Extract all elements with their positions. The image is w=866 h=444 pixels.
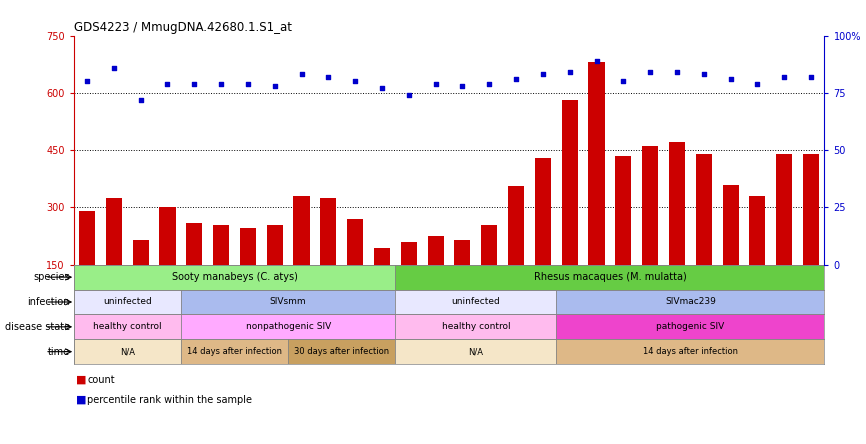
Bar <box>213 225 229 265</box>
Text: Rhesus macaques (M. mulatta): Rhesus macaques (M. mulatta) <box>533 272 686 282</box>
Point <box>187 80 201 87</box>
Text: ■: ■ <box>76 375 87 385</box>
Text: GDS4223 / MmugDNA.42680.1.S1_at: GDS4223 / MmugDNA.42680.1.S1_at <box>74 21 292 34</box>
Point <box>590 57 604 64</box>
Bar <box>294 196 309 265</box>
Bar <box>615 156 631 265</box>
Point <box>214 80 228 87</box>
Point <box>482 80 496 87</box>
Text: healthy control: healthy control <box>93 322 162 331</box>
Point <box>429 80 443 87</box>
Bar <box>508 186 524 265</box>
Bar <box>455 240 470 265</box>
Text: count: count <box>87 375 115 385</box>
Text: time: time <box>48 347 70 357</box>
Text: N/A: N/A <box>469 347 483 356</box>
Text: 14 days after infection: 14 days after infection <box>643 347 738 356</box>
Bar <box>181 314 396 339</box>
Point <box>805 73 818 80</box>
Point <box>670 69 684 76</box>
Point <box>697 71 711 78</box>
Point <box>348 78 362 85</box>
Bar <box>481 225 497 265</box>
Text: 14 days after infection: 14 days after infection <box>187 347 282 356</box>
Bar <box>749 196 766 265</box>
Point <box>133 96 147 103</box>
Point <box>778 73 792 80</box>
Point <box>751 80 765 87</box>
Text: healthy control: healthy control <box>442 322 510 331</box>
Point <box>643 69 657 76</box>
Text: infection: infection <box>28 297 70 307</box>
Text: disease state: disease state <box>4 322 70 332</box>
Bar <box>722 185 739 265</box>
Bar <box>396 339 556 364</box>
Bar <box>320 198 336 265</box>
Bar <box>556 289 824 314</box>
Bar <box>267 225 283 265</box>
Text: uninfected: uninfected <box>103 297 152 306</box>
Bar <box>396 265 824 289</box>
Bar <box>74 289 181 314</box>
Point <box>321 73 335 80</box>
Bar <box>589 62 604 265</box>
Point <box>268 83 281 90</box>
Bar <box>106 198 122 265</box>
Bar <box>181 339 288 364</box>
Text: percentile rank within the sample: percentile rank within the sample <box>87 395 253 404</box>
Bar <box>669 143 685 265</box>
Text: 30 days after infection: 30 days after infection <box>294 347 390 356</box>
Bar <box>74 265 396 289</box>
Bar <box>74 339 181 364</box>
Text: uninfected: uninfected <box>451 297 501 306</box>
Bar <box>642 147 658 265</box>
Point <box>617 78 630 85</box>
Bar <box>79 211 95 265</box>
Bar <box>374 248 390 265</box>
Text: SIVsmm: SIVsmm <box>270 297 307 306</box>
Point <box>294 71 308 78</box>
Bar <box>396 289 556 314</box>
Bar <box>556 339 824 364</box>
Point <box>160 80 174 87</box>
Point <box>80 78 94 85</box>
Point <box>509 75 523 83</box>
Text: N/A: N/A <box>120 347 135 356</box>
Bar <box>695 154 712 265</box>
Point <box>536 71 550 78</box>
Text: nonpathogenic SIV: nonpathogenic SIV <box>245 322 331 331</box>
Point <box>375 85 389 92</box>
Bar <box>401 242 417 265</box>
Bar <box>74 314 181 339</box>
Bar <box>535 158 551 265</box>
Bar <box>556 314 824 339</box>
Text: ■: ■ <box>76 395 87 404</box>
Text: Sooty manabeys (C. atys): Sooty manabeys (C. atys) <box>171 272 297 282</box>
Bar <box>132 240 149 265</box>
Bar <box>428 236 443 265</box>
Bar <box>776 154 792 265</box>
Bar <box>240 229 256 265</box>
Text: pathogenic SIV: pathogenic SIV <box>656 322 725 331</box>
Bar <box>186 223 203 265</box>
Bar <box>181 289 396 314</box>
Point <box>456 83 469 90</box>
Point <box>107 64 120 71</box>
Text: SIVmac239: SIVmac239 <box>665 297 716 306</box>
Bar <box>347 219 363 265</box>
Bar <box>562 100 578 265</box>
Text: species: species <box>33 272 70 282</box>
Point <box>724 75 738 83</box>
Point <box>563 69 577 76</box>
Bar <box>396 314 556 339</box>
Point <box>241 80 255 87</box>
Point <box>402 91 416 99</box>
Bar <box>803 154 819 265</box>
Bar <box>159 207 176 265</box>
Bar <box>288 339 396 364</box>
